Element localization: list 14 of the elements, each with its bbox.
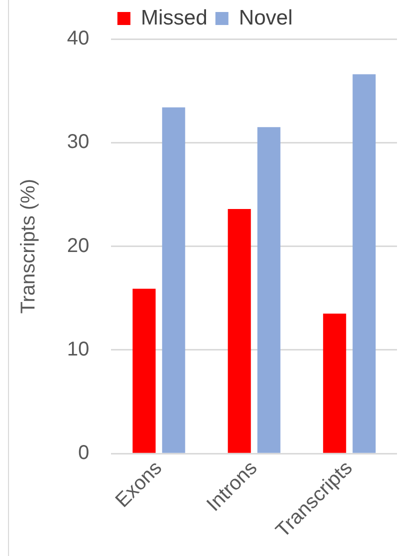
bar — [132, 288, 156, 453]
bar — [228, 208, 251, 453]
bar — [323, 314, 346, 453]
y-tick-label: 0 — [78, 442, 90, 464]
bar — [257, 127, 280, 453]
bar — [162, 107, 186, 453]
bar — [352, 74, 376, 453]
y-tick-label: 40 — [66, 28, 90, 50]
legend-label: Novel — [238, 6, 293, 30]
y-tick-label: 10 — [66, 338, 90, 360]
y-tick-label: 30 — [66, 131, 90, 154]
y-tick-label: 20 — [66, 234, 90, 257]
y-axis-title: Transcripts (%) — [18, 178, 40, 314]
legend-label: Missed — [140, 6, 208, 30]
